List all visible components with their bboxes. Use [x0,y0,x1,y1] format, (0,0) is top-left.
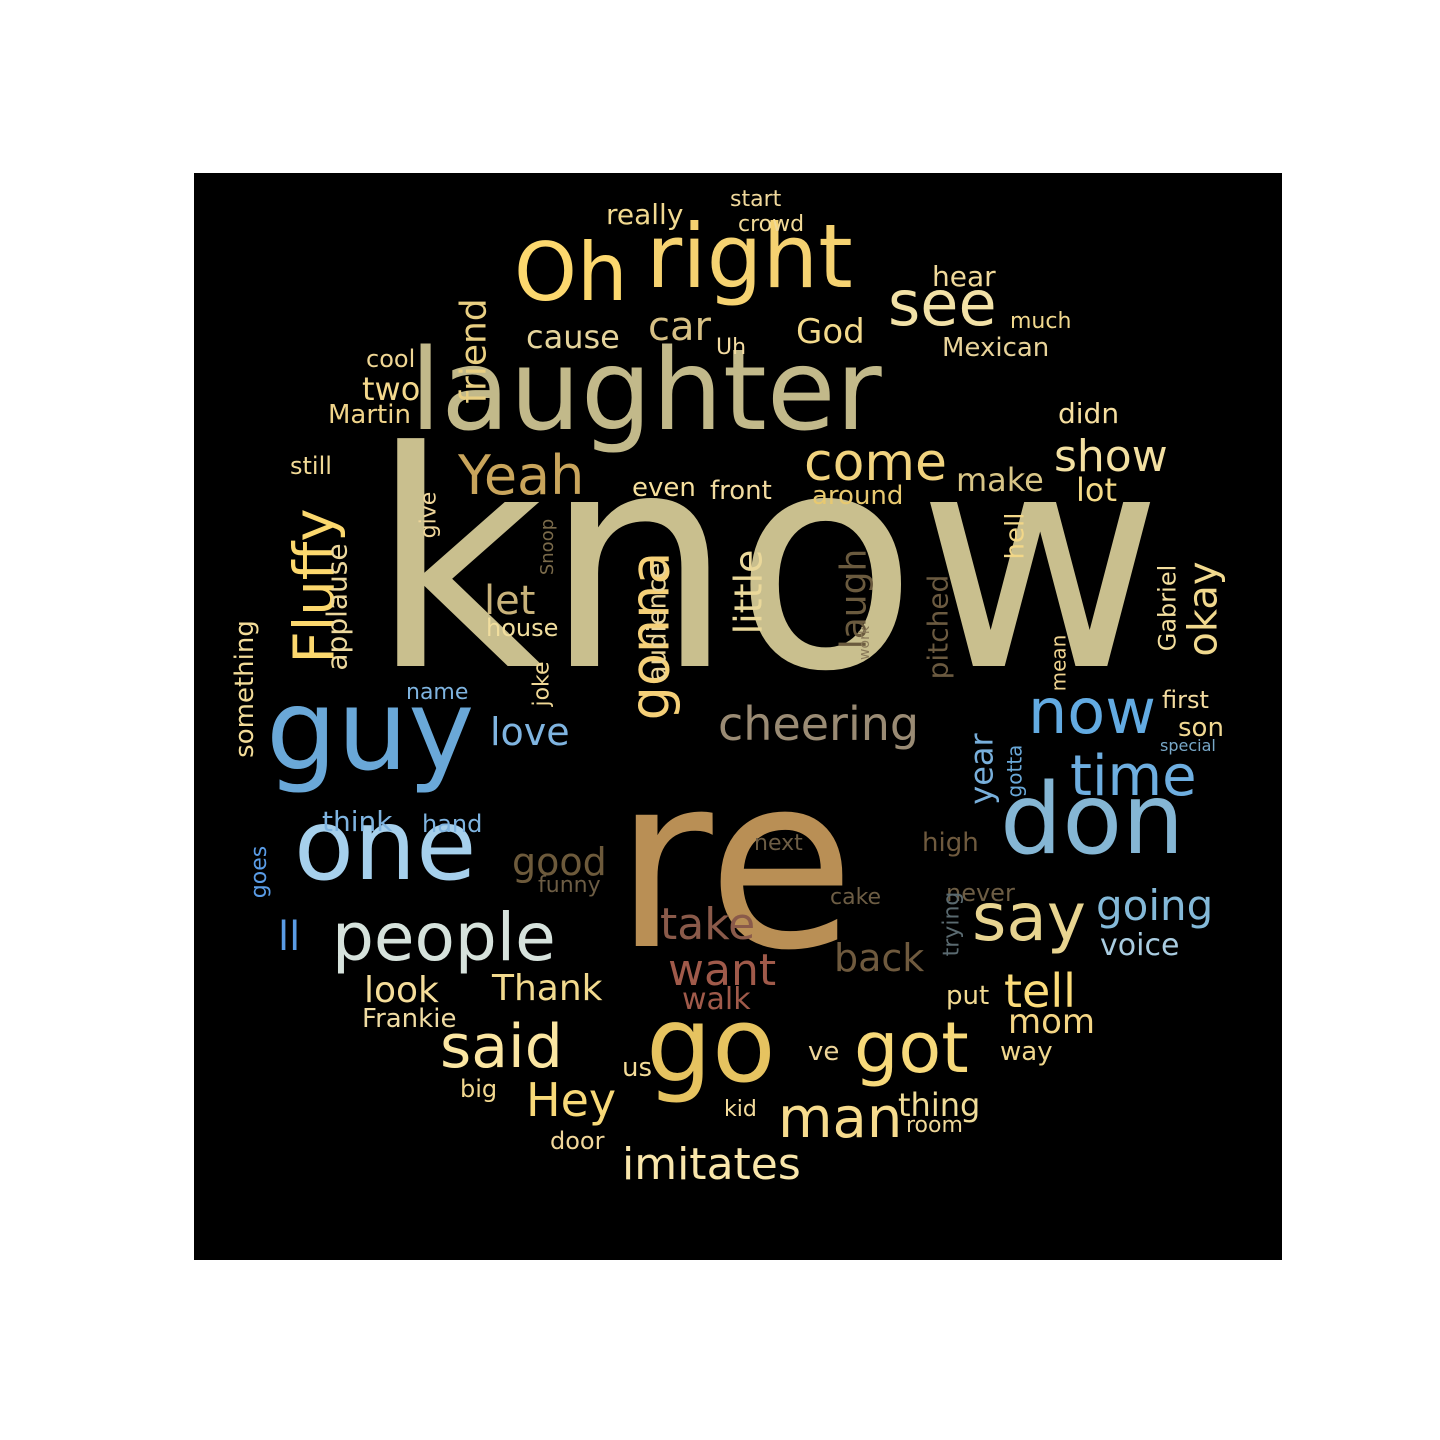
word-say: say [972,879,1086,956]
word-joke: joke [529,661,555,707]
word-around: around [812,481,904,511]
word-cheering: cheering [718,697,920,751]
word-son: son [1178,713,1224,743]
word-really: really [606,198,684,231]
word-hey: Hey [526,1073,617,1127]
word-want: want [668,945,777,996]
word-cause: cause [526,318,620,356]
word-okay: okay [1180,561,1227,657]
word-guy: guy [266,666,475,796]
word-cool: cool [366,345,416,373]
word-mom: mom [1008,1002,1096,1042]
word-back: back [834,936,925,980]
word-hear: hear [932,260,996,293]
word-friend: friend [453,298,495,404]
word-man: man [778,1086,903,1151]
word-look: look [364,970,439,1011]
word-pitched: pitched [921,574,955,680]
word-take: take [660,899,756,950]
word-see: see [888,267,997,340]
word-re: re [614,723,856,1003]
word-cloud: know re laughter right Oh guy don one go… [194,173,1282,1260]
word-door: door [550,1127,605,1155]
word-let: let [484,578,536,624]
word-hand: hand [422,810,483,838]
word-put: put [946,981,990,1011]
word-crowd: crowd [738,212,805,237]
word-go: go [646,984,776,1106]
word-now: now [1028,675,1156,748]
word-never: never [946,879,1015,907]
word-snoop: Snoop [537,518,559,576]
word-love: love [490,710,570,754]
word-martin: Martin [328,400,411,430]
word-god: God [796,312,865,352]
word-show: show [1054,431,1168,482]
word-big: big [460,1075,498,1103]
word-house: house [486,614,559,642]
word-one: one [294,789,477,903]
word-voice: voice [1100,928,1180,963]
word-make: make [956,461,1044,499]
word-people: people [332,899,556,976]
word-car: car [648,304,711,350]
word-ve: ve [808,1037,840,1067]
word-kid: kid [724,1097,757,1122]
word-something: something [229,620,260,758]
word-gabriel: Gabriel [1153,564,1182,652]
word-know: know [370,388,1163,737]
word-frankie: Frankie [362,1004,457,1034]
word-gotta: gotta [1002,744,1027,798]
word-got: got [854,1007,969,1089]
word-tell: tell [1004,964,1076,1018]
word-next: next [754,831,803,856]
word-don: don [1000,763,1185,877]
word-thing: thing [898,1086,981,1124]
word-hell: hell [1000,512,1031,560]
word-ll: ll [278,914,301,960]
word-name: name [406,680,469,705]
word-think: think [322,805,393,838]
word-yeah: Yeah [458,444,585,507]
word-high: high [922,828,979,858]
word-oh: Oh [514,226,628,319]
word-front: front [710,476,772,506]
word-still: still [290,452,332,480]
word-way: way [1000,1037,1053,1067]
word-imitates: imitates [622,1139,801,1190]
word-even: even [632,473,696,503]
word-trying: trying [939,891,965,957]
word-funny: funny [538,873,601,898]
word-much: much [1010,309,1072,334]
word-us: us [622,1053,653,1083]
word-right: right [646,205,853,308]
word-little: little [726,549,771,635]
word-thank: Thank [492,968,603,1009]
word-walk: walk [682,982,751,1017]
word-room: room [906,1113,963,1138]
word-mexican: Mexican [942,333,1050,363]
word-laughter: laughter [410,326,882,456]
word-going: going [1096,881,1214,930]
word-didn: didn [1058,397,1120,430]
word-applause: applause [320,543,354,671]
word-special: special [1160,736,1216,755]
word-mean: mean [1046,634,1071,692]
word-give: give [416,491,442,539]
word-said: said [440,1012,563,1082]
word-work: work [856,626,873,660]
word-two: two [362,370,421,408]
word-year: year [962,733,1001,805]
word-lot: lot [1076,471,1118,509]
word-come: come [804,433,948,493]
word-first: first [1162,686,1209,714]
word-goes: goes [247,845,273,899]
word-cake: cake [830,885,882,910]
word-time: time [1070,744,1197,809]
word-good: good [512,840,607,884]
word-uh: Uh [716,335,747,360]
word-start: start [730,187,782,212]
word-audience: audience [642,562,673,682]
